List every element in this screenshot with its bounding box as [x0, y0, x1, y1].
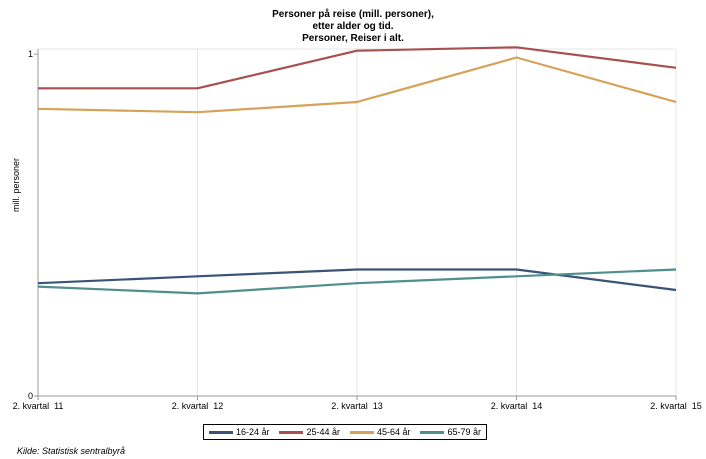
- x-tick-label: 2. kvartal 12: [172, 401, 224, 411]
- chart-title: Personer på reise (mill. personer), ette…: [0, 9, 706, 45]
- legend-item: 65-79 år: [420, 427, 481, 437]
- legend-item: 16-24 år: [208, 427, 270, 437]
- chart-title-line-1: Personer på reise (mill. personer),: [272, 9, 434, 20]
- legend-label: 65-79 år: [447, 427, 482, 437]
- x-tick-label: 2. kvartal 15: [650, 401, 702, 411]
- chart-title-line-3: Personer, Reiser i alt.: [302, 33, 404, 44]
- series-line-3: [37, 56, 677, 114]
- chart-title-line-2: etter alder og tid.: [312, 21, 394, 32]
- legend-swatch: [208, 430, 233, 434]
- x-tick-label: 2. kvartal 11: [13, 401, 64, 411]
- y-axis-label: mill. personer: [11, 157, 21, 212]
- legend-label: 16-24 år: [235, 427, 270, 437]
- source-note: Kilde: Statistisk sentralbyrå: [17, 446, 126, 456]
- y-tick-label: 0: [28, 391, 33, 401]
- series-line-4: [37, 268, 677, 295]
- series-line-1: [37, 268, 677, 292]
- legend-swatch: [349, 430, 374, 434]
- y-tick-label: 1: [28, 49, 33, 59]
- legend-item: 45-64 år: [349, 427, 411, 437]
- legend-item: 25-44 år: [279, 427, 340, 437]
- legend-swatch: [279, 430, 304, 434]
- legend-swatch: [420, 430, 445, 434]
- chart-legend: 16-24 år 25-44 år 45-64 år 65-79 år: [203, 424, 487, 440]
- series-line-2: [38, 46, 677, 90]
- x-tick-label: 2. kvartal 13: [331, 401, 383, 411]
- legend-label: 45-64 år: [376, 427, 411, 437]
- legend-label: 25-44 år: [306, 427, 341, 437]
- x-tick-label: 2. kvartal 14: [491, 401, 543, 411]
